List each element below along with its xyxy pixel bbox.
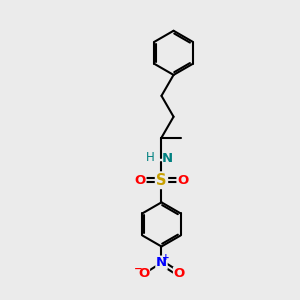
Text: S: S [156, 173, 167, 188]
Text: O: O [135, 174, 146, 187]
Text: −: − [134, 264, 143, 274]
Text: N: N [156, 256, 167, 269]
Text: H: H [146, 151, 155, 164]
Text: O: O [177, 174, 188, 187]
Text: O: O [173, 267, 185, 280]
Text: N: N [161, 152, 172, 165]
Text: +: + [162, 254, 170, 262]
Text: O: O [138, 267, 149, 280]
